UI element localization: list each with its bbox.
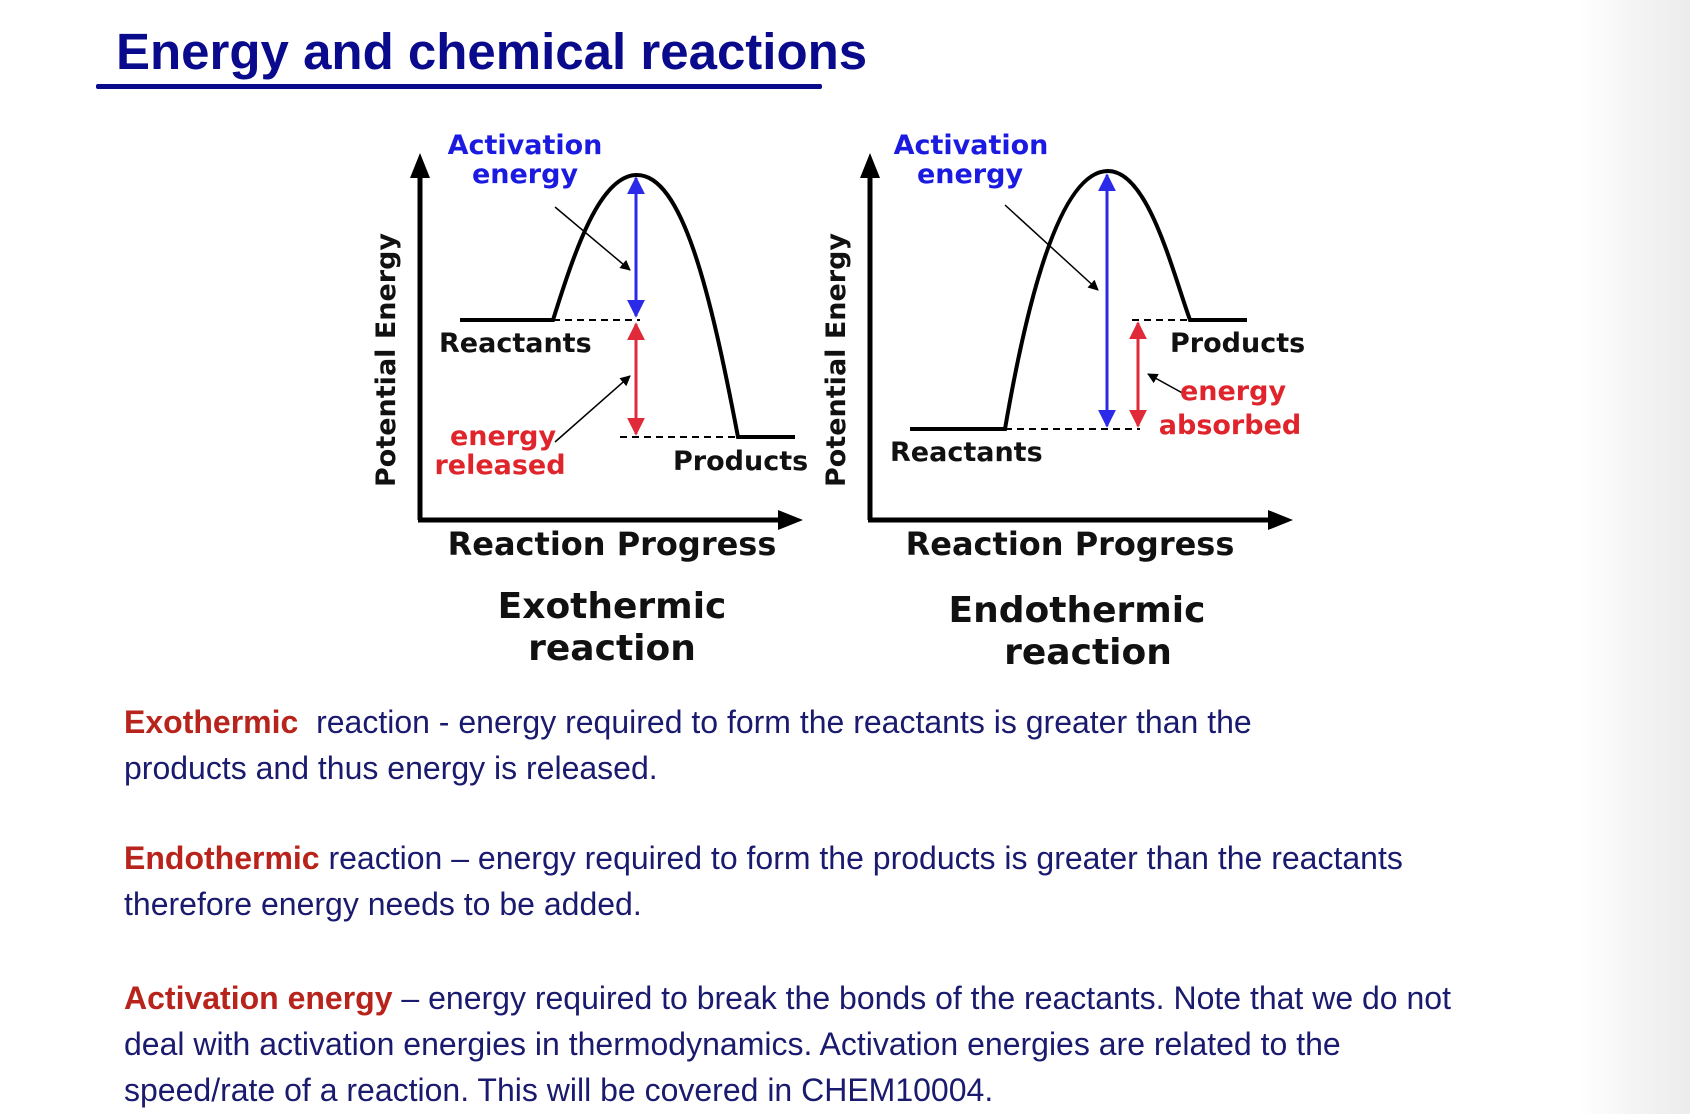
definition-term: Exothermic bbox=[124, 704, 299, 740]
exo-energy-pointer bbox=[554, 375, 631, 443]
endo-caption-2: reaction bbox=[1004, 632, 1172, 673]
endo-reactants-label: Reactants bbox=[890, 437, 1043, 468]
definition-text: reaction - energy required to form the r… bbox=[298, 704, 1252, 740]
definition-term: Activation energy bbox=[124, 980, 393, 1016]
exo-x-axis-label: Reaction Progress bbox=[448, 525, 777, 563]
exo-activation-pointer bbox=[554, 206, 631, 271]
exo-products-label: Products bbox=[673, 446, 808, 477]
exo-activation-label-1: Activation bbox=[448, 130, 603, 161]
endo-activation-label-1: Activation bbox=[894, 130, 1049, 161]
definition-text: deal with activation energies in thermod… bbox=[124, 1026, 1341, 1062]
endo-energy-pointer bbox=[1147, 373, 1187, 396]
exo-x-arrowhead bbox=[778, 510, 803, 530]
endo-x-axis-label: Reaction Progress bbox=[906, 525, 1235, 563]
exothermic-definition: Exothermic reaction - energy required to… bbox=[124, 699, 1594, 791]
exo-caption-2: reaction bbox=[528, 628, 696, 669]
exo-y-arrowhead bbox=[410, 153, 430, 178]
exothermic-diagram: Activation energy Reactants energy relea… bbox=[371, 130, 808, 669]
endo-energy-label-1: energy bbox=[1180, 376, 1286, 407]
endo-products-label: Products bbox=[1170, 328, 1305, 359]
exo-energy-label-2: released bbox=[434, 450, 565, 481]
endothermic-definition: Endothermic reaction – energy required t… bbox=[124, 835, 1594, 927]
definition-text: – energy required to break the bonds of … bbox=[392, 980, 1451, 1016]
endo-activation-label-2: energy bbox=[917, 159, 1023, 190]
definition-text: therefore energy needs to be added. bbox=[124, 886, 642, 922]
exo-y-axis-label: Potential Energy bbox=[371, 233, 402, 487]
energy-diagrams: Activation energy Reactants energy relea… bbox=[371, 130, 1305, 673]
endo-y-arrowhead bbox=[860, 153, 880, 178]
endothermic-diagram: Activation energy Products energy absorb… bbox=[821, 130, 1305, 673]
endo-y-axis-label: Potential Energy bbox=[821, 233, 852, 487]
slide-edge-shadow bbox=[1580, 0, 1690, 1114]
endo-activation-pointer bbox=[1004, 204, 1099, 291]
definition-term: Endothermic bbox=[124, 840, 320, 876]
activation-energy-definition: Activation energy – energy required to b… bbox=[124, 975, 1594, 1113]
exo-energy-label-1: energy bbox=[450, 421, 556, 452]
endo-energy-curve bbox=[910, 168, 1247, 431]
slide-title: Energy and chemical reactions bbox=[116, 23, 868, 80]
definition-text: reaction – energy required to form the p… bbox=[319, 840, 1403, 876]
exo-energy-curve bbox=[460, 172, 795, 439]
exo-reactants-label: Reactants bbox=[439, 328, 592, 359]
endo-energy-label-2: absorbed bbox=[1159, 410, 1301, 441]
endo-x-arrowhead bbox=[1268, 510, 1293, 530]
exo-caption-1: Exothermic bbox=[498, 586, 727, 627]
title-underline bbox=[96, 84, 822, 89]
definition-text: products and thus energy is released. bbox=[124, 750, 658, 786]
exo-activation-label-2: energy bbox=[472, 159, 578, 190]
endo-caption-1: Endothermic bbox=[949, 590, 1206, 631]
definition-text: speed/rate of a reaction. This will be c… bbox=[124, 1072, 994, 1108]
